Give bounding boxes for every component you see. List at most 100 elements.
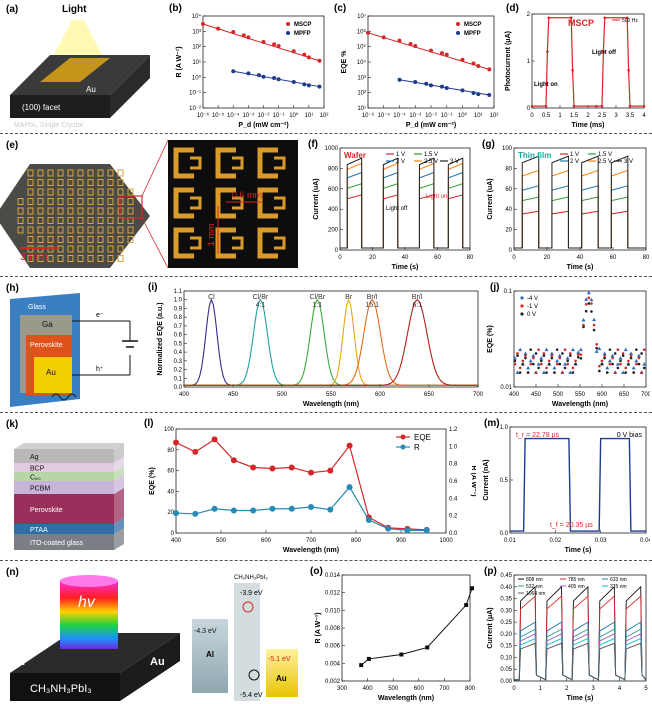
y-tick-label: 10³ bbox=[357, 75, 366, 81]
data-point bbox=[569, 16, 573, 20]
electrode bbox=[215, 147, 236, 179]
data-point bbox=[579, 357, 583, 360]
x-tick-label: 20 bbox=[369, 255, 376, 261]
separator bbox=[0, 133, 652, 134]
annotation: Light on bbox=[426, 194, 447, 200]
y-tick-label: 0.6 bbox=[174, 333, 183, 339]
electrode bbox=[67, 207, 74, 215]
data-point bbox=[288, 505, 295, 512]
x-tick-label: 0 bbox=[338, 255, 342, 261]
legend-label: 1 V bbox=[570, 152, 579, 158]
chart-m: (m) 0.01 0.02 0.03 0.04 0.0 0.5 1.0 Time (s) Curr… bbox=[483, 418, 650, 554]
data-point bbox=[586, 290, 591, 295]
panel-h-schematic: (h) Glass Ga Perovskite Au e⁻ h⁺ bbox=[6, 283, 138, 407]
electrode bbox=[107, 169, 114, 177]
electrode bbox=[117, 245, 124, 253]
data-point bbox=[629, 351, 634, 355]
data-point bbox=[306, 55, 311, 60]
data-point bbox=[581, 318, 586, 322]
data-point bbox=[173, 510, 179, 517]
y-tick-label: 10⁶ bbox=[357, 28, 367, 35]
data-point bbox=[629, 354, 633, 357]
electrode bbox=[97, 255, 104, 262]
data-point bbox=[526, 371, 530, 374]
electrode bbox=[27, 207, 34, 215]
annotation: Light on bbox=[534, 82, 558, 88]
data-point bbox=[512, 356, 517, 360]
electrode bbox=[107, 179, 114, 186]
electrode bbox=[47, 255, 54, 262]
electrode bbox=[37, 226, 44, 234]
electrode bbox=[127, 188, 134, 196]
legend-label: 532 nm bbox=[526, 584, 543, 590]
peak-label: Cl bbox=[208, 294, 215, 301]
data-point bbox=[613, 371, 617, 374]
data-point bbox=[192, 510, 199, 517]
x-axis-label: P_d (mW cm⁻²) bbox=[238, 122, 288, 129]
series-line bbox=[514, 169, 646, 249]
panel-label: (l) bbox=[144, 418, 153, 429]
electrode bbox=[17, 217, 24, 224]
x-tick-label: 650 bbox=[619, 392, 630, 398]
legend-label: R bbox=[414, 443, 420, 452]
data-point bbox=[269, 505, 276, 512]
y2-axis-label: R (A W⁻¹) bbox=[470, 465, 476, 496]
data-point bbox=[523, 351, 528, 355]
data-point bbox=[539, 362, 543, 366]
y-tick-label: 1 bbox=[527, 59, 531, 65]
data-point bbox=[470, 586, 475, 591]
data-point bbox=[561, 352, 564, 355]
hole-icon bbox=[248, 669, 260, 681]
peak-label: 1:1 bbox=[312, 302, 322, 309]
data-point bbox=[555, 362, 559, 366]
y-tick-label: 100 bbox=[502, 146, 513, 152]
x-tick-label: 800 bbox=[351, 538, 362, 544]
fit-line bbox=[233, 70, 320, 88]
device-stack: Ag BCP C₆₀ PCBM Perovskite PTAA ITO-coated gla… bbox=[14, 443, 124, 550]
data-point bbox=[542, 352, 546, 355]
stack-side bbox=[114, 457, 124, 472]
data-point bbox=[444, 86, 449, 91]
data-point bbox=[261, 74, 266, 79]
series-line bbox=[510, 437, 646, 532]
legend-label: 2 V bbox=[396, 159, 405, 165]
data-point bbox=[192, 448, 199, 455]
y-tick-label: 0.45 bbox=[500, 573, 512, 579]
data-point bbox=[440, 84, 445, 89]
data-point bbox=[524, 354, 527, 357]
data-point bbox=[544, 104, 548, 108]
electrode bbox=[47, 236, 54, 243]
electrode bbox=[127, 226, 134, 234]
data-point bbox=[291, 49, 296, 54]
al-level: -4.3 eV bbox=[194, 628, 217, 635]
y-axis-label: Current (uA) bbox=[487, 178, 494, 219]
plot-frame bbox=[513, 574, 647, 682]
al-level-box bbox=[192, 619, 228, 693]
y-tick-label: 0.008 bbox=[325, 626, 341, 632]
stack-layer bbox=[14, 449, 114, 463]
data-point bbox=[616, 348, 620, 351]
data-point bbox=[460, 88, 465, 93]
electrode bbox=[232, 236, 244, 250]
chart-c: (c) 10⁻⁶ 10⁻⁵ 10⁻⁴ 10⁻³ 10⁻² 10⁻¹ 10⁰ 10¹ 10² 10¹ 1… bbox=[334, 3, 498, 129]
electrode bbox=[87, 188, 94, 196]
data-point bbox=[621, 352, 625, 355]
x-tick-label: 10⁻⁵ bbox=[212, 112, 225, 119]
data-point bbox=[327, 467, 334, 474]
stack-top bbox=[14, 443, 124, 449]
data-point bbox=[532, 356, 535, 360]
chart-o: (o) 300 400 500 600 700 800 0.002 0.004 0.006 0.00… bbox=[310, 566, 476, 702]
stack-side bbox=[114, 518, 124, 534]
legend-label: 1 V bbox=[396, 152, 405, 158]
y-tick-label: 0.8 bbox=[174, 315, 183, 321]
electrode bbox=[27, 255, 34, 262]
data-point bbox=[627, 359, 630, 363]
zoom-line bbox=[141, 217, 169, 269]
scale-bar-label: 3 mm bbox=[20, 251, 48, 263]
x-tick-label: 0 bbox=[530, 113, 534, 119]
data-point bbox=[598, 369, 601, 373]
electron-label: e⁻ bbox=[96, 312, 104, 319]
panel-label: (a) bbox=[6, 4, 18, 15]
data-point bbox=[618, 356, 623, 360]
x-tick-label: 550 bbox=[326, 392, 337, 398]
